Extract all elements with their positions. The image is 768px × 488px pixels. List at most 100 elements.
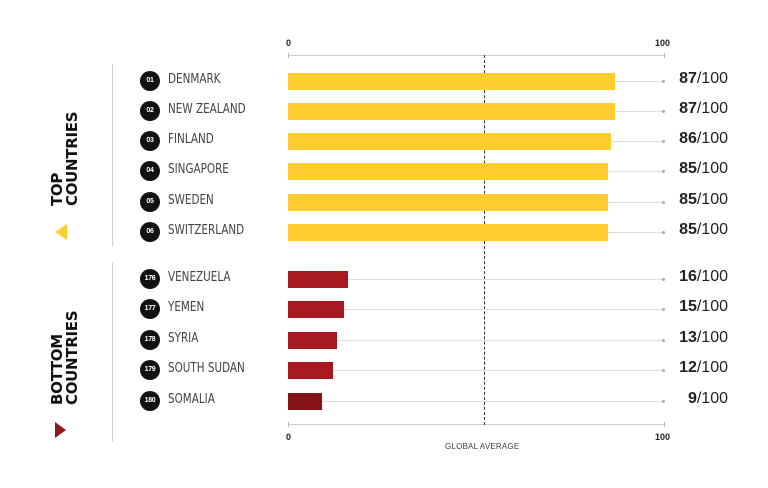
score-value: 9	[687, 390, 697, 407]
axis-tick-0-top: 0	[286, 38, 292, 48]
axis-tick-mark	[664, 53, 665, 58]
rank-badge: 02	[140, 101, 160, 121]
score-label: 87/100	[648, 70, 728, 88]
score-denominator: /100	[696, 221, 728, 238]
score-denominator: /100	[696, 390, 728, 407]
guide-line	[607, 232, 664, 233]
country-name: SWEDEN	[168, 193, 214, 208]
guide-dot	[662, 369, 665, 372]
score-bar	[288, 73, 616, 90]
score-label: 15/100	[648, 298, 728, 316]
axis-tick-100-top: 100	[655, 38, 671, 48]
score-value: 13	[679, 329, 697, 346]
score-denominator: /100	[696, 298, 728, 315]
score-bar	[288, 393, 322, 410]
score-value: 15	[679, 298, 697, 315]
score-label: 9/100	[648, 390, 728, 408]
country-name: NEW ZEALAND	[168, 102, 246, 117]
guide-line	[344, 309, 664, 310]
score-label: 87/100	[648, 100, 728, 118]
guide-line	[321, 401, 664, 402]
score-denominator: /100	[696, 268, 728, 285]
country-name: SWITZERLAND	[168, 223, 245, 238]
score-label: 86/100	[648, 130, 728, 148]
guide-dot	[662, 308, 665, 311]
country-name: SOMALIA	[168, 392, 215, 407]
guide-dot	[662, 140, 665, 143]
bottom-countries-title: BOTTOM COUNTRIES	[48, 311, 81, 405]
rank-badge: 03	[140, 131, 160, 151]
country-name: SYRIA	[168, 331, 199, 346]
guide-dot	[662, 80, 665, 83]
triangle-up-icon	[55, 224, 67, 240]
rank-badge: 05	[140, 192, 160, 212]
top-group-divider	[112, 64, 113, 246]
score-bar	[288, 194, 608, 211]
country-name: SINGAPORE	[168, 162, 229, 177]
top-countries-title: TOP COUNTRIES	[48, 111, 81, 206]
guide-dot	[662, 201, 665, 204]
axis-line-bottom	[288, 424, 664, 425]
score-value: 85	[679, 191, 697, 208]
score-value: 86	[679, 130, 697, 147]
rank-badge: 177	[140, 299, 160, 319]
axis-tick-mark	[664, 422, 665, 427]
score-value: 85	[679, 160, 697, 177]
score-denominator: /100	[696, 191, 728, 208]
score-value: 87	[679, 100, 697, 117]
score-bar	[288, 271, 349, 288]
guide-dot	[662, 400, 665, 403]
country-name: SOUTH SUDAN	[168, 361, 245, 376]
country-row: 03 FINLAND 86/100	[140, 130, 750, 151]
country-name: YEMEN	[168, 300, 205, 315]
guide-line	[611, 141, 664, 142]
guide-dot	[662, 170, 665, 173]
score-value: 87	[679, 70, 697, 87]
score-denominator: /100	[696, 100, 728, 117]
score-value: 85	[679, 221, 697, 238]
country-row: 179 SOUTH SUDAN 12/100	[140, 359, 750, 380]
country-row: 06 SWITZERLAND 85/100	[140, 221, 750, 242]
score-bar	[288, 103, 616, 120]
score-bar	[288, 332, 337, 349]
global-average-label: GLOBAL AVERAGE	[445, 442, 520, 451]
guide-dot	[662, 339, 665, 342]
score-bar	[288, 301, 345, 318]
score-bar	[288, 224, 608, 241]
score-value: 12	[679, 359, 697, 376]
guide-line	[607, 202, 664, 203]
country-row: 04 SINGAPORE 85/100	[140, 160, 750, 181]
guide-line	[615, 81, 664, 82]
score-denominator: /100	[696, 130, 728, 147]
score-label: 16/100	[648, 268, 728, 286]
guide-line	[607, 171, 664, 172]
score-label: 12/100	[648, 359, 728, 377]
score-bar	[288, 163, 608, 180]
axis-tick-mark	[288, 422, 289, 427]
guide-dot	[662, 278, 665, 281]
score-bar	[288, 133, 612, 150]
top-title-line2: COUNTRIES	[63, 111, 81, 206]
guide-line	[615, 111, 664, 112]
score-denominator: /100	[696, 329, 728, 346]
rank-badge: 01	[140, 71, 160, 91]
country-row: 178 SYRIA 13/100	[140, 329, 750, 350]
country-row: 01 DENMARK 87/100	[140, 70, 750, 91]
axis-line-top	[288, 55, 664, 56]
score-label: 85/100	[648, 221, 728, 239]
score-denominator: /100	[696, 359, 728, 376]
rank-badge: 04	[140, 161, 160, 181]
country-row: 02 NEW ZEALAND 87/100	[140, 100, 750, 121]
country-row: 177 YEMEN 15/100	[140, 298, 750, 319]
guide-dot	[662, 110, 665, 113]
axis-tick-mark	[288, 53, 289, 58]
score-denominator: /100	[696, 70, 728, 87]
score-denominator: /100	[696, 160, 728, 177]
guide-dot	[662, 231, 665, 234]
country-row: 180 SOMALIA 9/100	[140, 390, 750, 411]
rank-badge: 180	[140, 391, 160, 411]
score-label: 13/100	[648, 329, 728, 347]
axis-tick-100-bottom: 100	[655, 432, 671, 442]
rank-badge: 179	[140, 360, 160, 380]
triangle-down-icon	[55, 422, 66, 438]
